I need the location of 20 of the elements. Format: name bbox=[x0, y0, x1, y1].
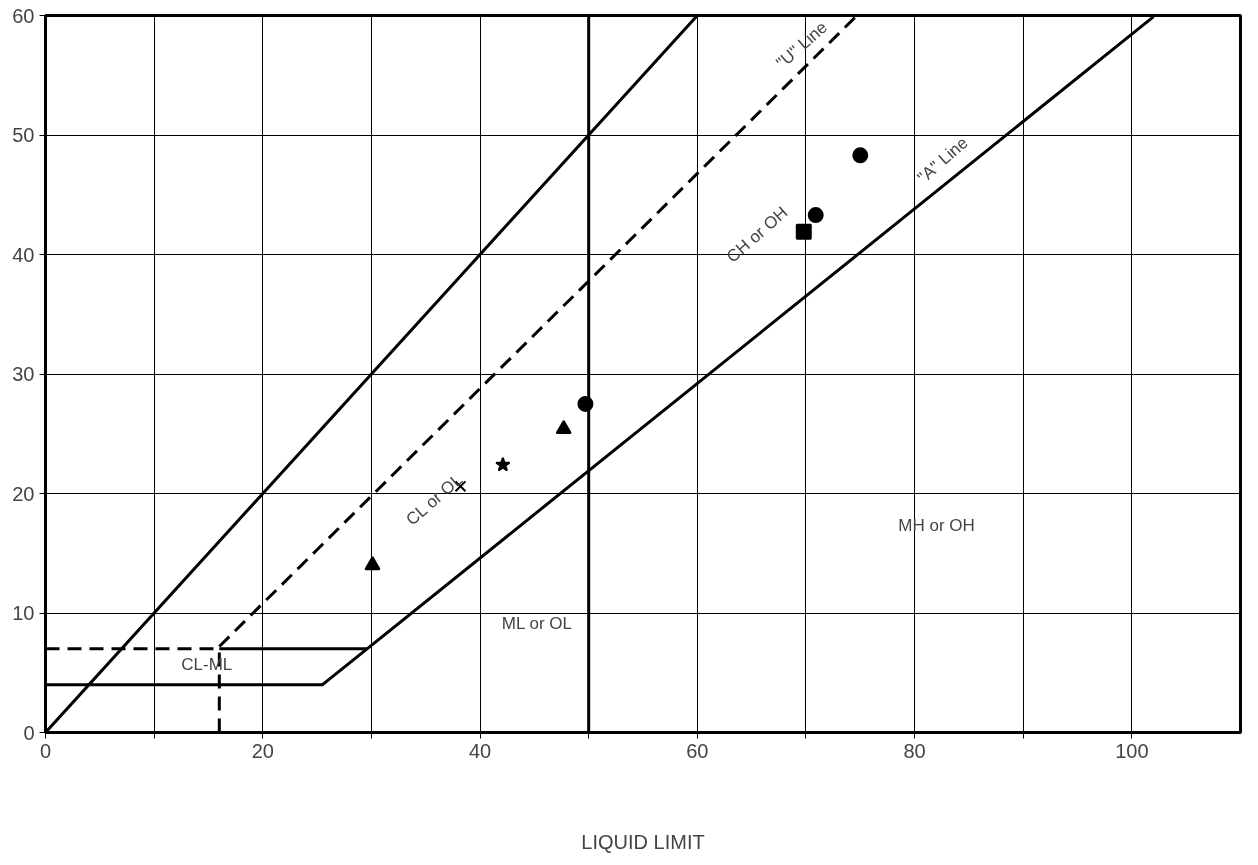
y-tick-label: 40 bbox=[12, 243, 35, 266]
x-tick-label: 0 bbox=[39, 739, 52, 762]
annotation: CL or OL bbox=[402, 470, 467, 530]
y-tick-label: 10 bbox=[12, 602, 35, 624]
x-tick-label: 60 bbox=[686, 739, 709, 762]
x-tick-label: 100 bbox=[1115, 739, 1149, 762]
x-axis-title: LIQUID LIMIT bbox=[581, 830, 705, 853]
annotation: "U" Line bbox=[772, 17, 832, 73]
x-tick-label: 40 bbox=[468, 739, 492, 762]
y-tick-label: 60 bbox=[12, 4, 35, 27]
y-tick-label: 30 bbox=[12, 363, 35, 385]
annotation: CH or OH bbox=[722, 202, 792, 267]
annotation: "A" Line bbox=[913, 133, 972, 188]
y-tick-label: 20 bbox=[12, 482, 35, 505]
annotation: ML or OL bbox=[501, 614, 573, 634]
x-tick-label: 80 bbox=[903, 739, 926, 762]
y-tick-label: 0 bbox=[23, 721, 35, 744]
y-tick-label: 50 bbox=[12, 124, 35, 146]
x-tick-label: 20 bbox=[251, 739, 274, 762]
annotation: CL-ML bbox=[181, 654, 233, 674]
